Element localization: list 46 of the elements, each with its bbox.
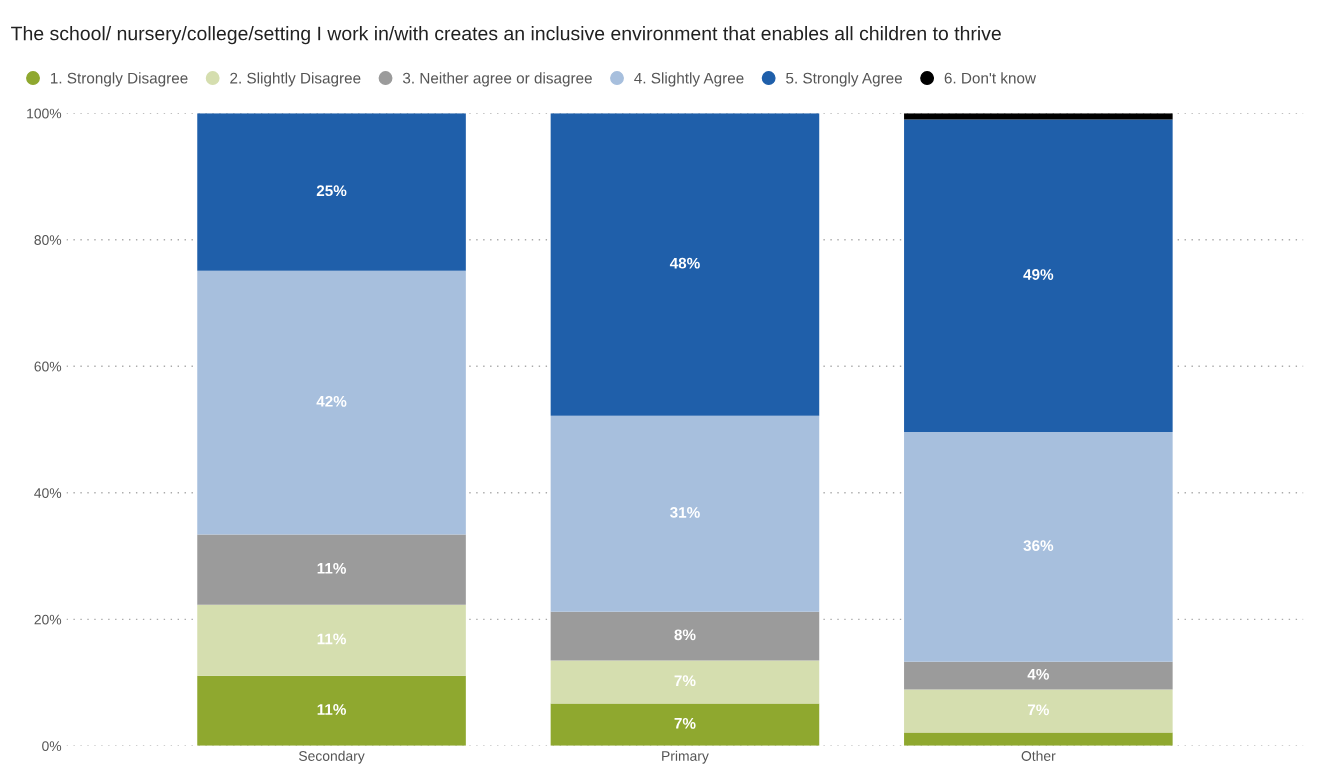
bar [904, 689, 1173, 733]
legend-label: 4. Slightly Agree [634, 72, 744, 87]
y-tick-label: 80% [34, 235, 62, 245]
data-label: 7% [674, 675, 696, 687]
bar [904, 432, 1173, 662]
data-label: 4% [1027, 668, 1049, 680]
x-tick-label: Primary [662, 750, 709, 764]
data-label: 36% [1023, 540, 1054, 552]
data-label: 42% [316, 395, 347, 407]
bar [197, 270, 466, 535]
bar [550, 703, 820, 746]
legend-label: 3. Neither agree or disagree [402, 72, 592, 87]
y-tick-label: 60% [34, 361, 62, 372]
bar [197, 534, 466, 605]
x-tick-label: Secondary [298, 750, 365, 764]
y-tick-label: 20% [34, 614, 62, 625]
bar [197, 675, 466, 746]
data-label: 11% [317, 704, 347, 715]
bar [197, 113, 466, 271]
legend-label: 5. Strongly Agree [786, 72, 902, 87]
data-label: 11% [317, 562, 347, 574]
y-tick-label: 40% [34, 488, 62, 498]
data-label: 8% [674, 629, 696, 641]
bar [197, 604, 466, 676]
data-label: 7% [674, 717, 696, 729]
bar [550, 611, 820, 661]
y-tick-label: 100% [27, 108, 62, 119]
x-tick-label: Other [1021, 750, 1056, 761]
legend-label: 1. Strongly Disagree [50, 72, 188, 87]
data-label: 31% [670, 506, 700, 518]
bar [550, 415, 820, 612]
y-tick-label: 0% [42, 741, 62, 752]
data-label: 11% [317, 633, 347, 645]
data-label: 48% [669, 257, 700, 269]
data-label: 49% [1023, 269, 1054, 280]
bar [904, 119, 1173, 433]
legend-label: 6. Don't know [944, 72, 1037, 84]
bar [550, 660, 820, 704]
data-label: 25% [316, 185, 347, 197]
chart-title: The school/ nursery/college/setting I work in/with creates an inclusive environment that enables all children to thrive [11, 26, 1001, 45]
bar [550, 113, 820, 416]
bar [904, 732, 1173, 746]
data-label: 7% [1027, 704, 1049, 716]
bar [904, 661, 1173, 690]
legend-label: 2. Slightly Disagree [230, 72, 361, 87]
bar [904, 113, 1173, 120]
